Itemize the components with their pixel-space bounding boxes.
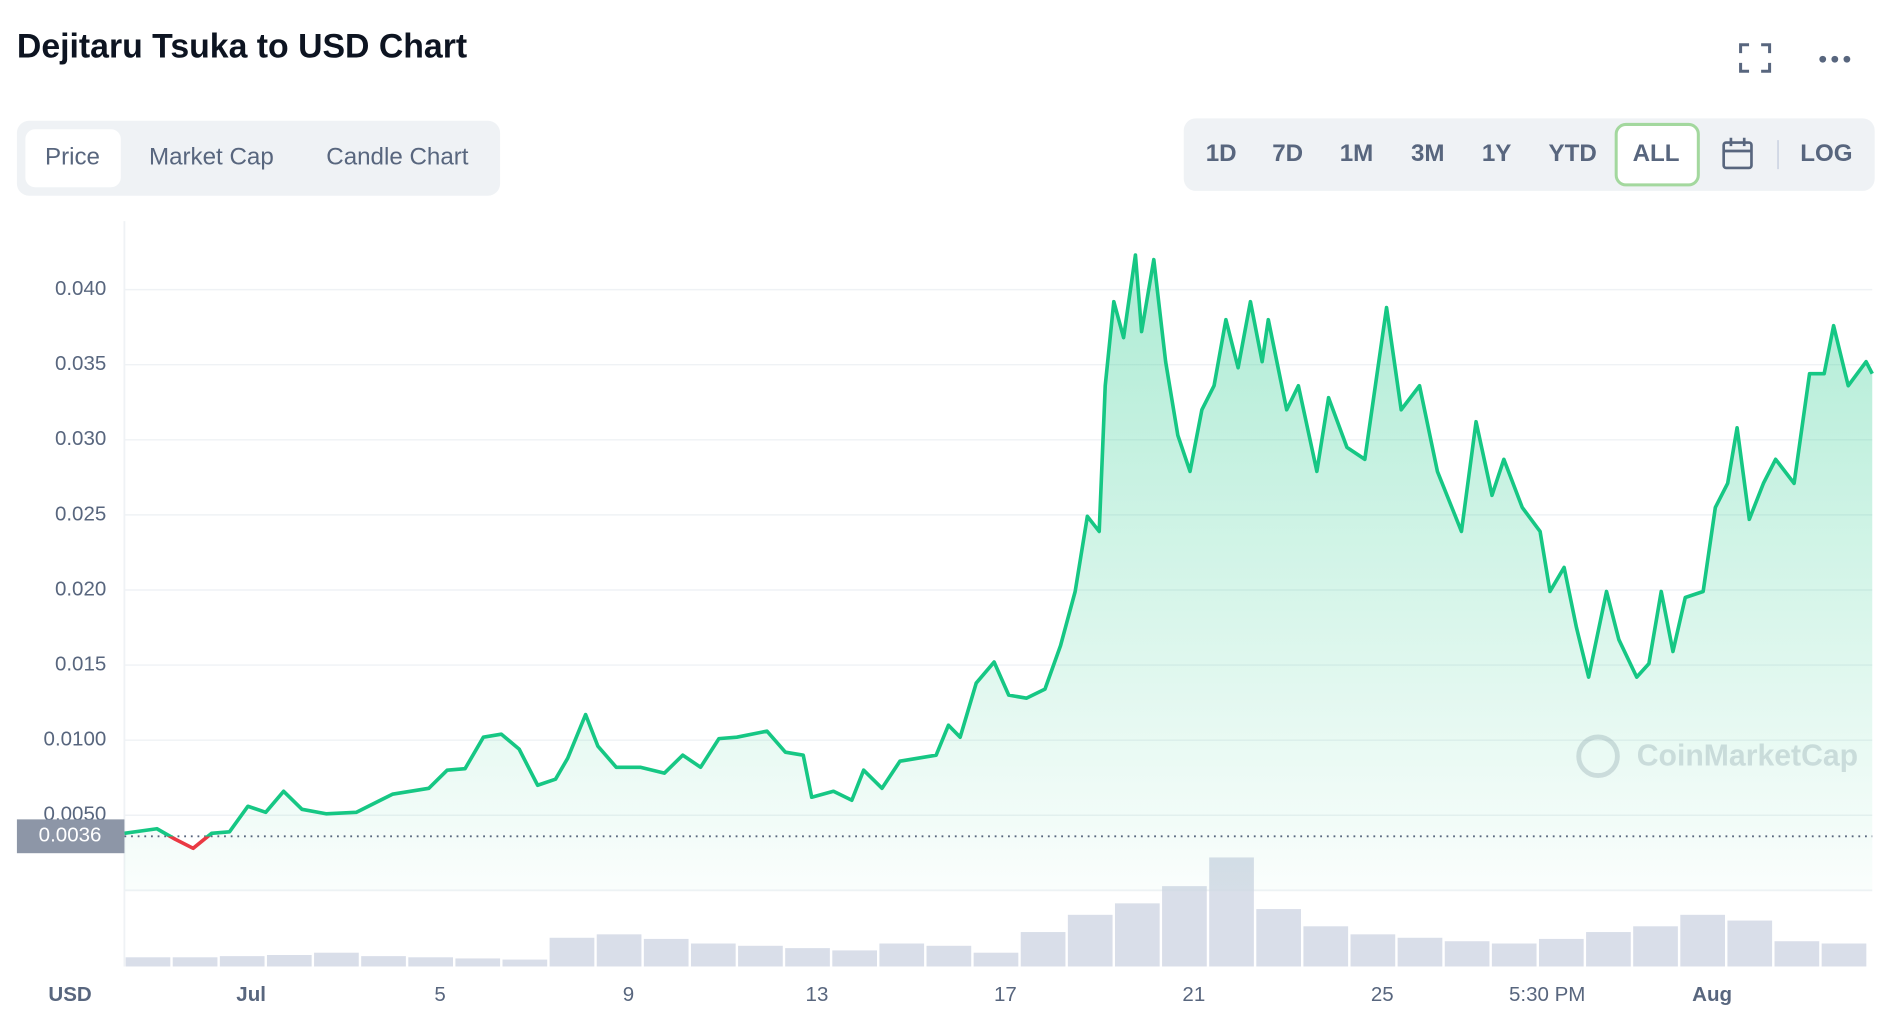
volume-bar (1491, 943, 1537, 967)
volume-bar (879, 943, 925, 967)
more-icon[interactable] (1819, 55, 1851, 63)
y-tick-label: 0.030 (55, 427, 106, 450)
x-tick-label: Jul (236, 983, 266, 1006)
volume-bar (1444, 941, 1490, 967)
reference-box (16, 819, 125, 854)
volume-bar (973, 952, 1019, 967)
reference-label: 0.0036 (39, 824, 102, 847)
x-tick-label: 21 (1182, 983, 1205, 1006)
x-tick-label: 25 (1371, 983, 1394, 1006)
volume-bar (1727, 920, 1773, 967)
y-axis-label: USD (48, 983, 91, 1006)
tab[interactable]: Price (45, 144, 100, 171)
volume-bar (738, 945, 783, 967)
volume-bar (1162, 886, 1207, 967)
volume-bar (1821, 943, 1867, 967)
calendar-icon[interactable] (1722, 137, 1753, 170)
volume-bar (1256, 909, 1301, 967)
volume-bar (172, 957, 218, 967)
volume-bar (1067, 914, 1113, 967)
volume-bar (785, 948, 830, 967)
volume-bar (219, 956, 265, 967)
volume-bar (1633, 926, 1678, 967)
y-tick-label: 0.015 (55, 652, 106, 675)
x-tick-label: 13 (806, 983, 829, 1006)
volume-bar (502, 959, 548, 967)
tab[interactable]: Candle Chart (326, 144, 469, 171)
range-button[interactable]: 1M (1340, 140, 1374, 167)
x-tick-label: 17 (994, 983, 1017, 1006)
x-tick-label: 5 (434, 983, 445, 1006)
volume-bar (1114, 903, 1160, 967)
volume-bar (125, 957, 171, 967)
y-tick-label: 0.0100 (44, 728, 107, 751)
volume-bar (1397, 937, 1443, 967)
volume-bar (596, 934, 642, 967)
range-button[interactable]: 7D (1272, 140, 1303, 167)
volume-bar (1774, 941, 1820, 967)
x-tick-label: Aug (1692, 983, 1732, 1006)
fullscreen-icon[interactable] (1739, 43, 1772, 73)
volume-bar (1680, 914, 1726, 967)
volume-bar (1303, 926, 1349, 967)
log-button[interactable]: LOG (1800, 140, 1852, 167)
volume-bar (1350, 934, 1396, 967)
volume-bar (1586, 932, 1631, 967)
range-button[interactable]: YTD (1549, 140, 1597, 167)
range-active[interactable] (1614, 122, 1700, 187)
tab-group (16, 120, 501, 196)
volume-bar (314, 952, 359, 967)
volume-bar (1538, 938, 1584, 967)
volume-bar (455, 958, 501, 967)
volume-bar (549, 937, 595, 967)
volume-bar (690, 943, 736, 967)
range-button[interactable]: 1D (1206, 140, 1237, 167)
volume-bar (643, 938, 689, 967)
chart-title: Dejitaru Tsuka to USD Chart (17, 27, 467, 65)
volume-bar (832, 950, 877, 967)
x-tick-label: 9 (623, 983, 634, 1006)
volume-bar (266, 954, 312, 967)
volume-bar (1020, 932, 1066, 967)
volume-bar (361, 956, 406, 967)
y-tick-label: 0.040 (55, 277, 106, 300)
volume-bar (408, 957, 453, 967)
range-group (1183, 118, 1875, 191)
range-button[interactable]: 3M (1411, 140, 1445, 167)
tab[interactable]: Market Cap (149, 144, 274, 171)
price-line (124, 253, 1874, 851)
area (124, 255, 1873, 891)
tab-active[interactable] (25, 129, 121, 188)
volume-bar (926, 945, 972, 967)
x-tick-label: 5:30 PM (1509, 983, 1585, 1006)
y-tick-label: 0.035 (55, 352, 106, 375)
range-button[interactable]: ALL (1633, 140, 1680, 167)
range-button[interactable]: 1Y (1482, 140, 1512, 167)
y-tick-label: 0.020 (55, 577, 106, 600)
y-tick-label: 0.025 (55, 502, 106, 525)
